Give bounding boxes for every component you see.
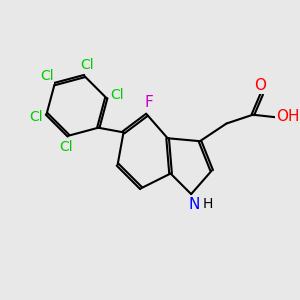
Text: O: O	[254, 78, 266, 93]
Text: F: F	[144, 95, 153, 110]
Text: Cl: Cl	[80, 58, 94, 72]
Text: H: H	[202, 197, 212, 212]
Text: Cl: Cl	[40, 69, 53, 83]
Text: Cl: Cl	[29, 110, 43, 124]
Text: N: N	[188, 197, 200, 212]
Text: OH: OH	[276, 109, 299, 124]
Text: Cl: Cl	[110, 88, 124, 102]
Text: Cl: Cl	[59, 140, 72, 154]
